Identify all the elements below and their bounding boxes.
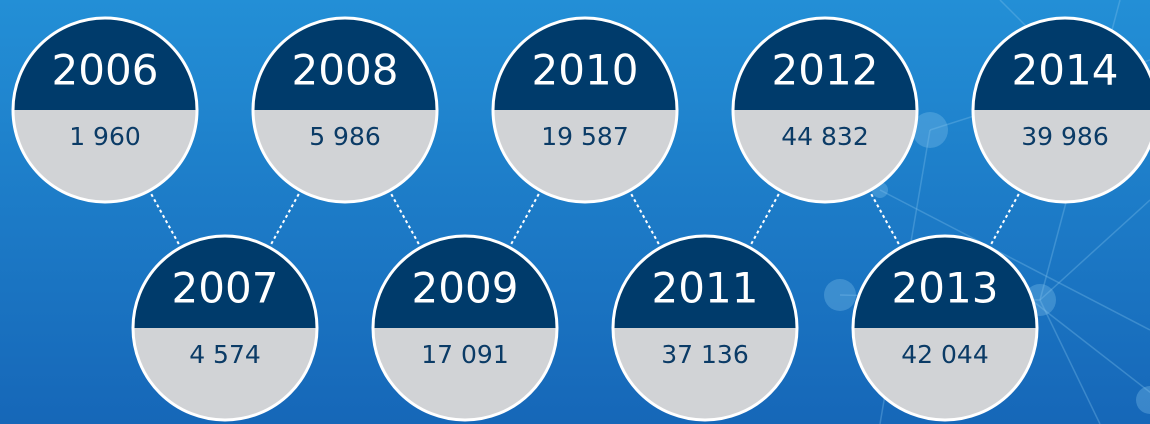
year-node: 2012 44 832 xyxy=(731,16,919,204)
node-border xyxy=(371,234,559,422)
node-border xyxy=(731,16,919,204)
year-label: 2007 xyxy=(172,264,279,313)
year-label: 2006 xyxy=(52,46,159,95)
year-node: 2008 5 986 xyxy=(251,16,439,204)
value-label: 1 960 xyxy=(69,122,141,151)
node-top xyxy=(133,236,317,328)
year-node: 2006 1 960 xyxy=(11,16,199,204)
node-top xyxy=(613,236,797,328)
node-border xyxy=(11,16,199,204)
year-node: 2014 39 986 xyxy=(971,16,1150,204)
year-label: 2010 xyxy=(532,46,639,95)
year-node: 2013 42 044 xyxy=(851,234,1039,422)
year-label: 2012 xyxy=(772,46,879,95)
year-node: 2007 4 574 xyxy=(131,234,319,422)
year-label: 2009 xyxy=(412,264,519,313)
value-label: 42 044 xyxy=(901,340,988,369)
year-node: 2011 37 136 xyxy=(611,234,799,422)
nodes: 2006 1 960 2007 4 574 2008 5 986 2009 17 091 201… xyxy=(11,16,1150,422)
year-label: 2013 xyxy=(892,264,999,313)
node-top xyxy=(373,236,557,328)
year-node: 2009 17 091 xyxy=(371,234,559,422)
value-label: 19 587 xyxy=(541,122,628,151)
value-label: 44 832 xyxy=(781,122,868,151)
node-border xyxy=(491,16,679,204)
node-border xyxy=(131,234,319,422)
node-top xyxy=(733,18,917,111)
node-top xyxy=(973,18,1150,110)
value-label: 4 574 xyxy=(189,340,261,369)
year-label: 2011 xyxy=(652,264,759,313)
node-border xyxy=(611,234,799,422)
node-top xyxy=(13,18,197,110)
value-label: 17 091 xyxy=(421,340,508,369)
value-label: 37 136 xyxy=(661,340,748,369)
year-label: 2014 xyxy=(1012,46,1119,95)
node-top xyxy=(253,18,437,110)
node-border xyxy=(851,234,1039,422)
year-label: 2008 xyxy=(292,46,399,95)
node-border xyxy=(971,16,1150,204)
year-node: 2010 19 587 xyxy=(491,16,679,204)
node-top xyxy=(493,18,677,110)
value-label: 5 986 xyxy=(309,122,381,151)
node-border xyxy=(251,16,439,204)
node-top xyxy=(853,236,1037,328)
value-label: 39 986 xyxy=(1021,122,1108,151)
